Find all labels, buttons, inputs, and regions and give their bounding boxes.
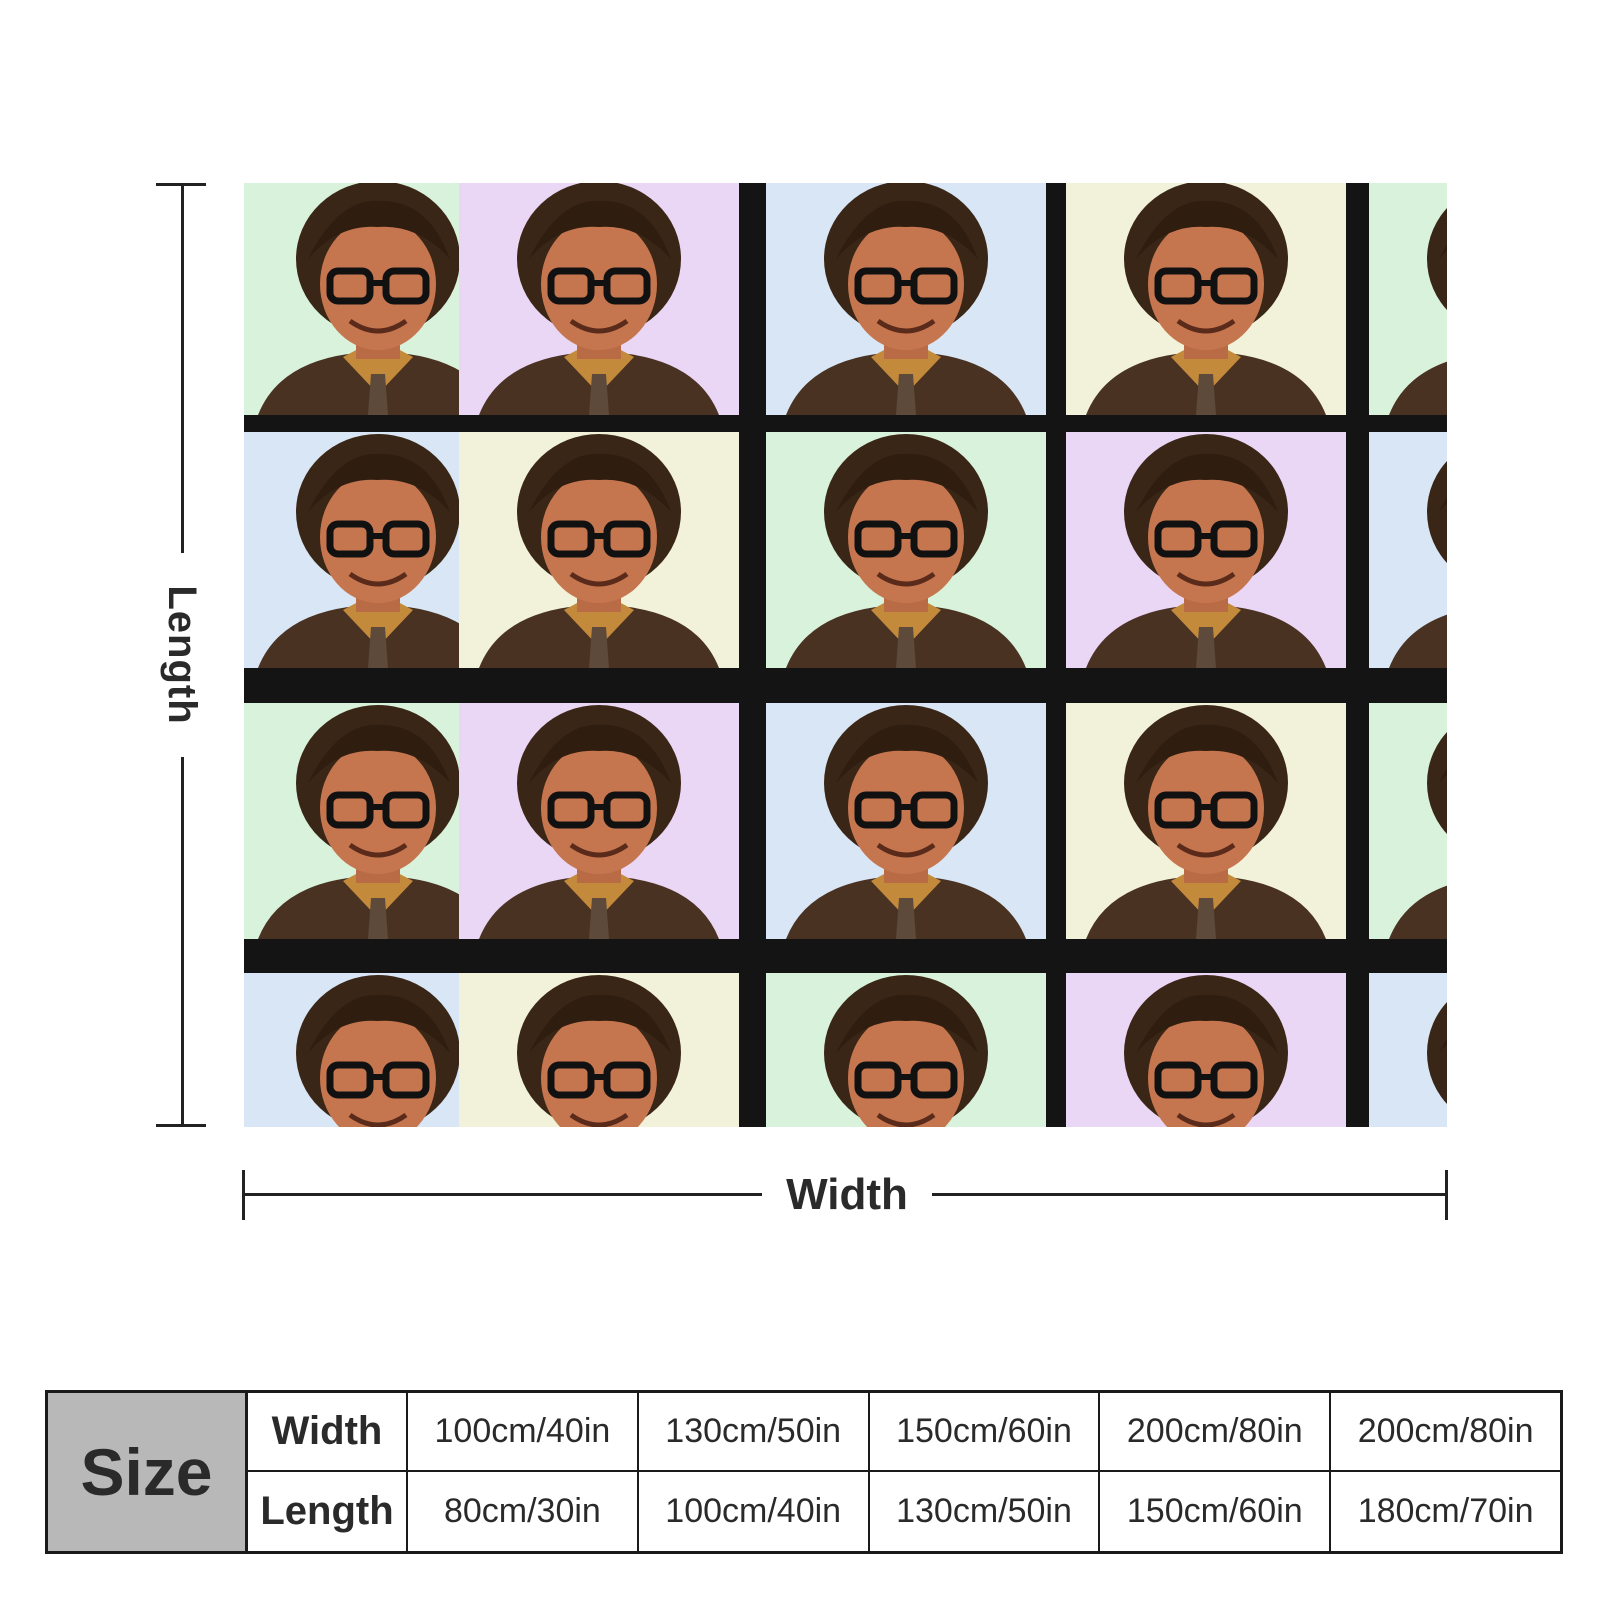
length-line-top <box>181 183 184 553</box>
length-line-bottom <box>181 757 184 1127</box>
portrait-tile <box>1369 973 1447 1127</box>
size-table: Size Width 100cm/40in 130cm/50in 150cm/6… <box>45 1390 1563 1554</box>
width-row-label: Width <box>248 1393 406 1472</box>
portrait-tile <box>459 432 739 668</box>
portrait-tile <box>766 432 1046 668</box>
portrait-tile <box>459 183 739 415</box>
portrait-tile <box>766 703 1046 939</box>
length-row-label: Length <box>260 1489 394 1533</box>
portrait-tile <box>1369 432 1447 668</box>
width-cell: 150cm/60in <box>867 1393 1099 1472</box>
length-cell: 80cm/30in <box>406 1472 637 1551</box>
width-line-left <box>242 1193 762 1196</box>
portrait-tile <box>1369 703 1447 939</box>
length-label: Length <box>160 585 205 725</box>
portrait-tile <box>459 703 739 939</box>
length-cell: 100cm/40in <box>636 1472 868 1551</box>
width-cell: 130cm/50in <box>636 1393 868 1472</box>
portrait-tile <box>766 973 1046 1127</box>
width-cell: 200cm/80in <box>1329 1393 1560 1472</box>
portrait-tile <box>244 432 518 668</box>
portrait-tile <box>459 973 739 1127</box>
portrait-tile <box>1066 973 1346 1127</box>
width-label: Width <box>786 1170 908 1219</box>
width-cell: 100cm/40in <box>406 1393 637 1472</box>
portrait-tile <box>1066 432 1346 668</box>
length-bottom-cap <box>156 1124 206 1127</box>
portrait-tile <box>1066 703 1346 939</box>
width-cell: 200cm/80in <box>1098 1393 1330 1472</box>
blanket-pattern-image <box>244 183 1447 1127</box>
size-header: Size <box>48 1393 248 1551</box>
width-line-right <box>932 1193 1447 1196</box>
width-right-cap <box>1445 1170 1448 1220</box>
portrait-tile <box>1066 183 1346 415</box>
length-cell: 180cm/70in <box>1329 1472 1560 1551</box>
length-cell: 130cm/50in <box>867 1472 1099 1551</box>
length-cell: 150cm/60in <box>1098 1472 1329 1551</box>
portrait-tile <box>1369 183 1447 415</box>
portrait-tile <box>766 183 1046 415</box>
